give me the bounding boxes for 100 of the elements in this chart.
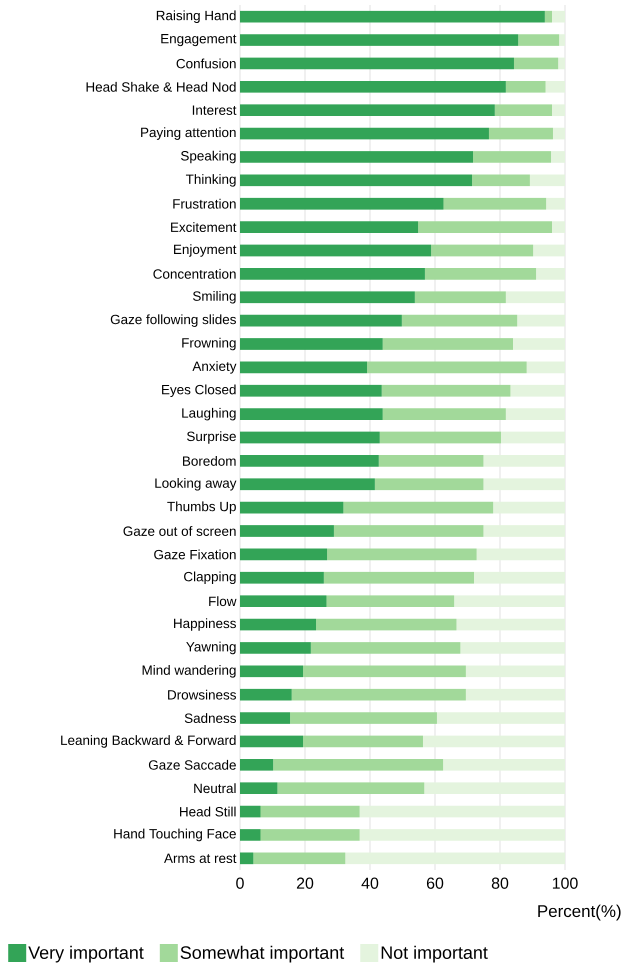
y-tick-label: Gaze Saccade	[148, 760, 236, 770]
bar	[240, 10, 545, 23]
y-tick-label: Boredom	[183, 456, 236, 466]
bar	[559, 34, 566, 46]
bar	[240, 782, 278, 794]
bar	[552, 10, 566, 23]
y-tick-label: Arms at rest	[164, 854, 236, 864]
bar	[558, 58, 566, 70]
bar	[240, 712, 290, 724]
y-tick-label: Leaning Backward & Forward	[61, 735, 236, 748]
bar	[506, 408, 566, 420]
bar	[500, 432, 566, 444]
bar	[292, 688, 466, 701]
y-tick-label: Clapping	[184, 572, 236, 584]
bar	[334, 525, 484, 537]
x-tick-label: 40	[361, 878, 378, 889]
bar	[443, 758, 566, 771]
bar	[466, 665, 566, 678]
bar	[260, 829, 360, 841]
bar	[260, 806, 360, 818]
bar	[303, 665, 466, 678]
y-tick-label: Concentration	[153, 268, 236, 279]
bar	[533, 244, 566, 256]
y-tick-label: Paying attention	[141, 127, 236, 140]
bar	[483, 455, 566, 467]
bar	[488, 128, 553, 140]
y-tick-label: Happiness	[174, 618, 236, 631]
bar	[552, 104, 566, 116]
bar	[513, 338, 566, 350]
bar	[327, 548, 477, 560]
bar	[483, 525, 566, 537]
bar	[473, 151, 552, 163]
bar	[240, 829, 260, 841]
bar	[240, 478, 375, 490]
bar	[544, 10, 552, 23]
y-tick-label: Drowsiness	[168, 690, 236, 700]
bar	[422, 736, 566, 748]
bar	[476, 548, 566, 560]
y-tick-label: Sadness	[184, 713, 236, 723]
bar	[240, 104, 495, 116]
bar	[382, 384, 510, 397]
bar	[310, 642, 460, 654]
y-tick-label: Raising Hand	[156, 10, 236, 23]
legend-label: Very important	[28, 946, 144, 963]
x-tick-label: 20	[296, 878, 314, 889]
x-tick-label: 80	[492, 878, 508, 889]
bar	[240, 806, 260, 818]
bar	[431, 244, 534, 256]
bar	[240, 244, 432, 256]
y-tick-label: Head Shake & Head Nod	[86, 82, 236, 92]
y-tick-label: Head Still	[180, 806, 236, 816]
bar	[240, 34, 518, 46]
bar	[240, 736, 304, 748]
y-tick-label: Surprise	[187, 431, 236, 444]
bar	[378, 455, 484, 467]
bar	[530, 174, 566, 186]
bar	[240, 758, 274, 771]
bar	[483, 478, 566, 490]
bar	[240, 455, 379, 467]
bar	[240, 314, 402, 326]
bar	[240, 642, 311, 654]
y-tick-label: Smiling	[192, 290, 236, 304]
bar	[466, 688, 566, 701]
y-tick-label: Interest	[192, 106, 236, 115]
bar	[240, 432, 380, 444]
bar	[536, 268, 566, 280]
bar	[546, 198, 566, 210]
bar	[360, 829, 566, 841]
bar	[240, 384, 382, 397]
bar	[472, 174, 530, 186]
bar	[240, 151, 474, 163]
y-tick-label: Looking away	[155, 478, 236, 491]
x-tick-label: 0	[236, 878, 244, 889]
x-tick-label: 100	[552, 878, 578, 889]
bar	[240, 128, 489, 140]
y-tick-label: Eyes Closed	[162, 384, 236, 398]
bar	[240, 268, 425, 280]
y-tick-label: Gaze out of screen	[124, 526, 236, 536]
bar	[493, 502, 566, 514]
bar	[494, 104, 552, 116]
bar	[443, 198, 546, 210]
bar	[460, 642, 566, 654]
bar	[360, 806, 566, 818]
bar	[240, 362, 368, 374]
bar	[414, 291, 506, 304]
y-tick-label: Excitement	[171, 222, 236, 232]
bar	[303, 736, 423, 748]
bar	[316, 618, 456, 630]
legend-label: Not important	[382, 946, 488, 963]
bar	[454, 595, 566, 607]
bar	[382, 408, 506, 420]
bar	[240, 525, 334, 537]
bar	[506, 80, 546, 93]
bar	[240, 688, 292, 701]
bar	[240, 174, 472, 186]
bar	[240, 502, 344, 514]
bar	[240, 80, 506, 93]
bar	[240, 595, 326, 607]
bar	[552, 221, 566, 233]
y-tick-label: Yawning	[186, 642, 236, 654]
